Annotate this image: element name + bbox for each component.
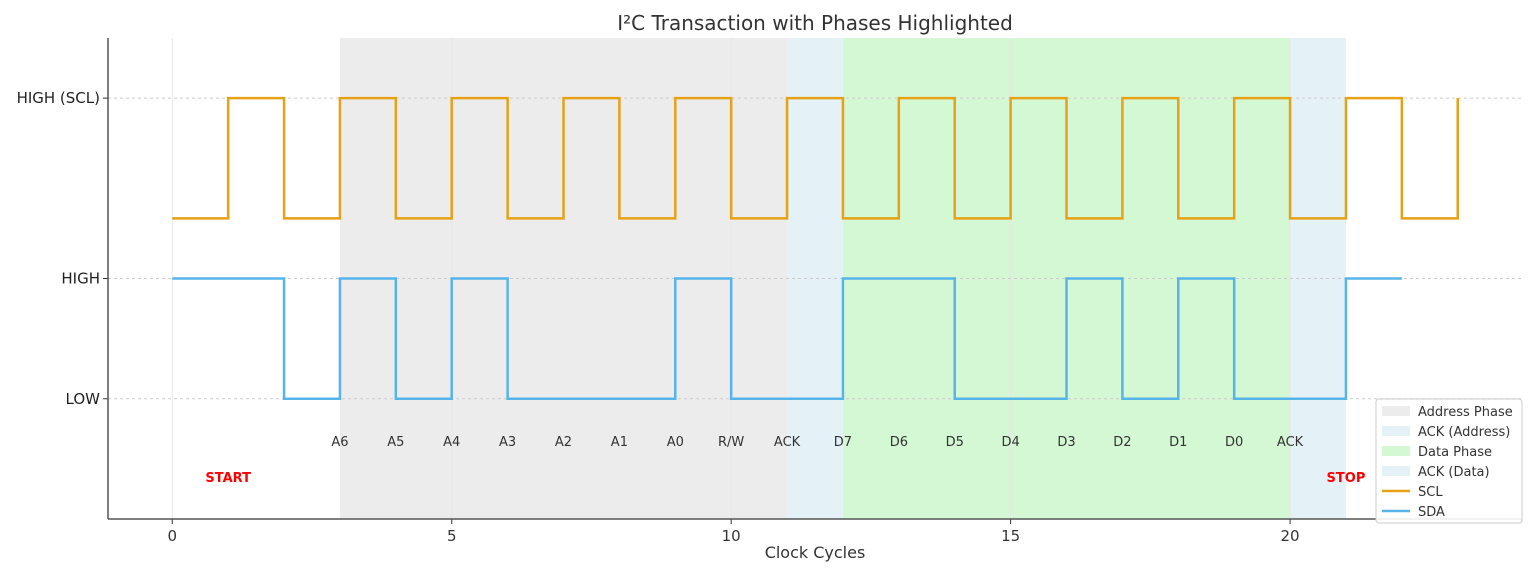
axes: 0 5 10 15 20 LOW HIGH HIGH (SCL) — [17, 38, 1522, 545]
start-annotation: START — [205, 471, 251, 486]
legend: Address Phase ACK (Address) Data Phase ACK … — [1375, 398, 1523, 524]
x-axis-label: Clock Cycles — [765, 543, 866, 562]
bit-label: A6 — [331, 435, 348, 450]
bit-label: A0 — [667, 435, 684, 450]
x-tick-label: 5 — [447, 527, 457, 545]
bit-label: A1 — [611, 435, 628, 450]
sda-line — [172, 277, 1402, 400]
bit-label: A4 — [443, 435, 460, 450]
x-tick-label: 20 — [1281, 527, 1300, 545]
chart-title: I²C Transaction with Phases Highlighted — [617, 11, 1013, 35]
phase-region — [787, 38, 843, 519]
legend-label: ACK (Address) — [1418, 425, 1510, 440]
legend-swatch — [1382, 446, 1410, 456]
bit-label: A3 — [499, 435, 516, 450]
bit-label: D6 — [890, 435, 908, 450]
bit-label: ACK — [1277, 435, 1304, 450]
phase-region — [1290, 38, 1346, 519]
bit-label: D1 — [1169, 435, 1187, 450]
x-tick-label: 0 — [167, 527, 177, 545]
bit-label: D5 — [946, 435, 964, 450]
legend-label: Data Phase — [1418, 445, 1492, 460]
y-tick-label: HIGH (SCL) — [17, 89, 100, 107]
legend-swatch — [1382, 426, 1410, 436]
stop-annotation: STOP — [1327, 471, 1366, 486]
bit-label: D7 — [834, 435, 852, 450]
legend-label: ACK (Data) — [1418, 465, 1490, 480]
bit-label: D2 — [1113, 435, 1131, 450]
bit-label: D0 — [1225, 435, 1243, 450]
bit-label: R/W — [718, 435, 744, 450]
bit-labels: A6 A5 A4 A3 A2 A1 A0 R/W ACK D7 D6 D5 D4 D3 D2 D1 D0 ACK S… — [205, 435, 1365, 486]
x-tick-label: 10 — [722, 527, 741, 545]
legend-swatch — [1382, 406, 1410, 416]
y-tick-label: LOW — [66, 390, 101, 408]
legend-label: SDA — [1418, 505, 1445, 520]
legend-label: Address Phase — [1418, 405, 1513, 420]
bit-label: D4 — [1001, 435, 1019, 450]
y-tick-label: HIGH — [61, 270, 100, 288]
legend-swatch — [1382, 466, 1410, 476]
bit-label: A5 — [387, 435, 404, 450]
signal-series — [172, 96, 1459, 400]
legend-label: SCL — [1418, 485, 1443, 500]
bit-label: A2 — [555, 435, 572, 450]
legend-box — [1375, 398, 1523, 524]
scl-line — [172, 96, 1459, 220]
x-tick-label: 15 — [1001, 527, 1020, 545]
bit-label: ACK — [774, 435, 801, 450]
bit-label: D3 — [1057, 435, 1075, 450]
